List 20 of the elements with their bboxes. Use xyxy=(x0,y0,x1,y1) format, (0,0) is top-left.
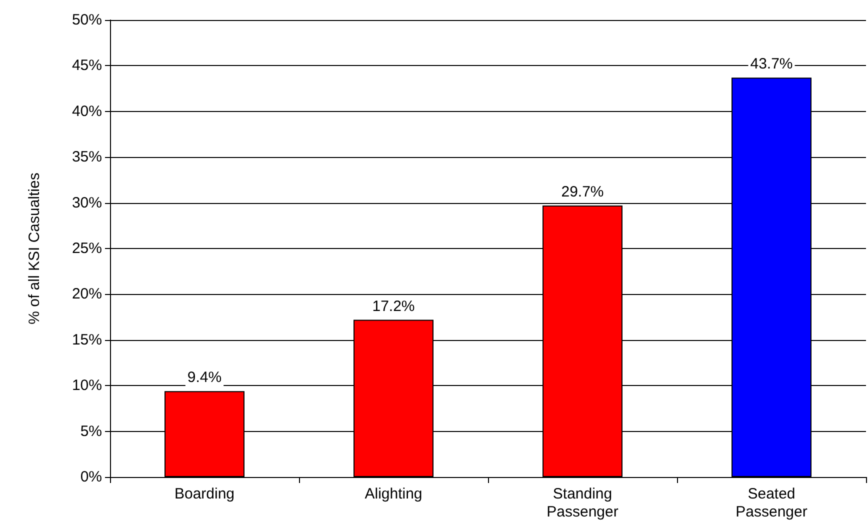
y-axis-title: % of all KSI Casualties xyxy=(26,172,43,324)
y-tick-label: 35% xyxy=(72,148,102,166)
data-label: 29.7% xyxy=(561,184,604,201)
y-tick-label: 20% xyxy=(72,286,102,303)
data-label: 9.4% xyxy=(187,369,222,386)
y-tick-label: 30% xyxy=(72,194,102,212)
x-tick-label: Boarding xyxy=(174,486,235,502)
y-tick-label: 25% xyxy=(72,240,102,257)
y-tick-label: 45% xyxy=(72,57,102,74)
x-tick-label: Standing Passenger xyxy=(546,486,618,520)
x-tick-label: Seated Passenger xyxy=(736,486,808,520)
x-tick-label: Alighting xyxy=(364,486,422,502)
y-tick-label: 15% xyxy=(72,331,102,348)
y-tick-label: 5% xyxy=(80,422,102,440)
y-tick-label: 50% xyxy=(72,12,102,28)
y-tick-label: 0% xyxy=(80,468,102,486)
y-tick-label: 40% xyxy=(72,102,102,120)
data-label: 43.7% xyxy=(750,56,793,73)
data-label: 17.2% xyxy=(372,298,415,315)
y-tick-label: 10% xyxy=(72,377,102,394)
